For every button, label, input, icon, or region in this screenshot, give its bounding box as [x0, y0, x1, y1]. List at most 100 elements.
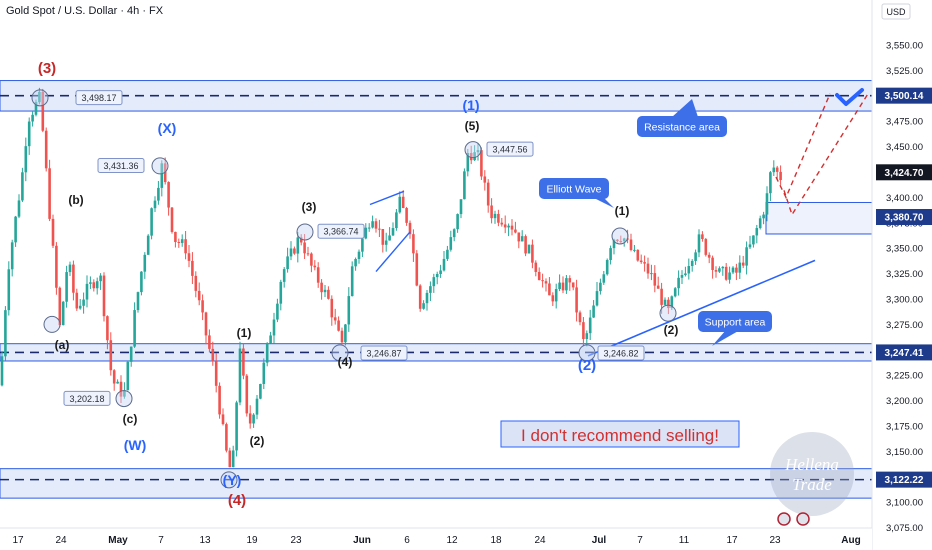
candle-body	[395, 212, 398, 229]
candle-body	[537, 271, 541, 281]
candle-body	[667, 299, 670, 309]
price-badge	[876, 209, 932, 226]
candle-body	[378, 228, 381, 230]
time-tick-label: 6	[404, 535, 410, 546]
candle-body	[170, 207, 174, 232]
time-tick-label: Jun	[353, 535, 371, 546]
candle-body	[497, 213, 500, 223]
candle-body	[248, 413, 252, 424]
candle-body	[180, 239, 184, 243]
projection-path-1	[775, 93, 831, 200]
candle-body	[660, 288, 663, 305]
wave-label: (5)	[465, 119, 480, 133]
candle-body	[55, 245, 58, 288]
candle-body	[282, 269, 286, 282]
wave-label: (Y)	[223, 472, 242, 488]
time-tick-label: 17	[726, 535, 738, 546]
candle-body	[514, 229, 517, 233]
candle-body	[99, 275, 102, 282]
candle-body	[340, 330, 344, 343]
candle-body	[51, 218, 55, 246]
candle-body	[7, 269, 11, 311]
candle-body	[123, 390, 126, 397]
candle-body	[758, 218, 762, 229]
candle-body	[0, 356, 4, 386]
pivot-marker	[464, 141, 482, 159]
price-label-text: 3,246.82	[603, 349, 638, 359]
time-tick-label: 12	[446, 535, 458, 546]
price-label-box	[63, 390, 111, 406]
price-badge-text: 3,380.70	[885, 213, 924, 224]
resistance-callout-pointer	[672, 99, 698, 117]
candle-body	[48, 168, 51, 219]
candle-body	[310, 253, 313, 266]
candle-body	[259, 383, 262, 399]
wave-label: (1)	[462, 97, 479, 113]
candle-body	[480, 150, 483, 177]
candle-body	[221, 414, 225, 425]
wave-label: (1)	[615, 204, 630, 218]
candle-body	[714, 269, 718, 272]
wave-label: (b)	[68, 193, 83, 207]
candle-body	[140, 271, 143, 293]
price-tick-label: 3,200.00	[886, 396, 923, 407]
page-title: Gold Spot / U.S. Dollar · 4h · FX	[6, 5, 164, 17]
candle-body	[442, 258, 446, 271]
wave-label: (2)	[250, 434, 265, 448]
price-label-text: 3,498.17	[81, 93, 116, 103]
price-label-box	[97, 158, 145, 174]
time-tick-label: 13	[199, 535, 211, 546]
pivot-marker	[331, 344, 349, 362]
candle-body	[388, 235, 391, 241]
candle-body	[242, 348, 245, 376]
candle-body	[136, 292, 140, 311]
candle-body	[364, 227, 368, 239]
channel-line-top	[369, 190, 405, 206]
candle-body	[646, 263, 650, 274]
recommendation-banner	[500, 420, 740, 448]
price-badge	[876, 87, 932, 104]
candle-body	[316, 267, 320, 283]
candle-body	[724, 266, 728, 280]
price-label-text: 3,431.36	[103, 161, 138, 171]
candle-body	[687, 266, 691, 274]
candle-body	[95, 281, 99, 289]
candle-body	[704, 239, 708, 255]
candle-body	[235, 402, 238, 451]
price-badge	[876, 471, 932, 488]
candle-body	[643, 262, 646, 264]
wave-label: (4)	[228, 492, 246, 509]
candle-body	[371, 221, 374, 228]
candle-body	[779, 171, 782, 181]
resistance-callout	[637, 116, 727, 137]
candle-body	[425, 292, 429, 304]
price-tick-label: 3,100.00	[886, 498, 923, 509]
candle-body	[735, 267, 738, 273]
candle-body	[476, 150, 480, 153]
candle-body	[663, 299, 667, 305]
candle-body	[718, 268, 721, 272]
recommendation-banner-text: I don't recommend selling!	[521, 426, 719, 445]
price-label-box	[597, 345, 645, 361]
wave-label: (4)	[338, 355, 353, 369]
candle-body	[306, 253, 310, 255]
candle-body	[701, 234, 704, 240]
price-tick-label: 3,475.00	[886, 117, 923, 128]
price-badge	[876, 164, 932, 181]
candle-body	[44, 130, 48, 169]
candle-body	[554, 289, 558, 302]
candle-body	[684, 273, 687, 276]
wave-label: (3)	[302, 200, 317, 214]
candle-body	[194, 275, 198, 291]
candle-body	[272, 319, 276, 336]
candle-body	[303, 242, 306, 254]
candle-body	[609, 248, 612, 260]
candle-body	[721, 266, 725, 269]
candle-body	[650, 273, 653, 275]
price-tick-label: 3,225.00	[886, 371, 923, 382]
candle-body	[415, 253, 419, 286]
candle-body	[616, 239, 619, 241]
candle-body	[605, 259, 609, 275]
time-tick-label: 23	[290, 535, 302, 546]
